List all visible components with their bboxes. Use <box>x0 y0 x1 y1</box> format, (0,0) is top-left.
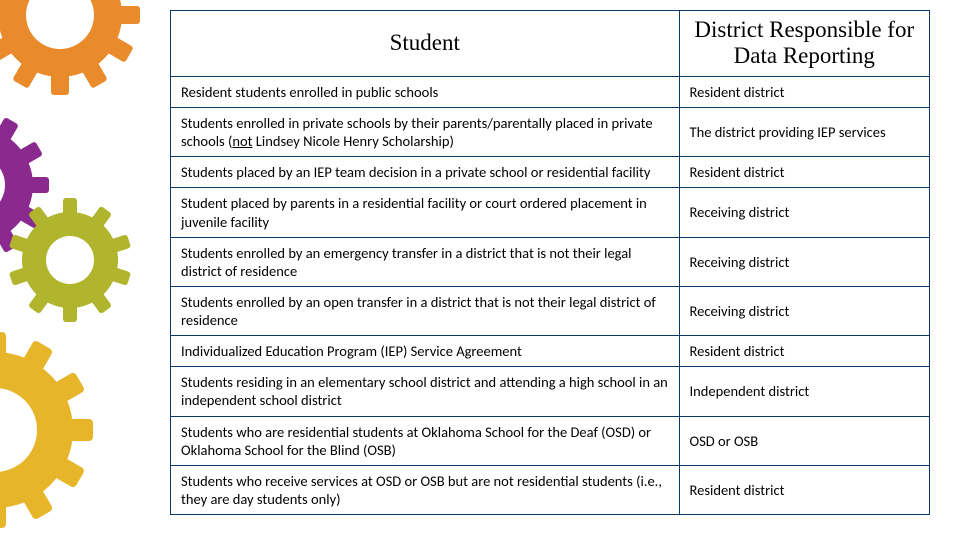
table-row: Students enrolled by an emergency transf… <box>171 237 930 286</box>
cell-district: OSD or OSB <box>679 416 929 465</box>
cell-district: Receiving district <box>679 286 929 335</box>
cell-student: Resident students enrolled in public sch… <box>171 76 680 107</box>
col-header-student: Student <box>171 11 680 77</box>
table-row: Students residing in an elementary schoo… <box>171 367 930 416</box>
col-header-district: District Responsible for Data Reporting <box>679 11 929 77</box>
cell-student: Individualized Education Program (IEP) S… <box>171 336 680 367</box>
cell-student: Students enrolled in private schools by … <box>171 108 680 157</box>
table-row: Students who are residential students at… <box>171 416 930 465</box>
cell-student: Student placed by parents in a residenti… <box>171 188 680 237</box>
cell-student: Students who are residential students at… <box>171 416 680 465</box>
cell-district: Resident district <box>679 336 929 367</box>
cell-district: Resident district <box>679 76 929 107</box>
cell-district: The district providing IEP services <box>679 108 929 157</box>
table-row: Student placed by parents in a residenti… <box>171 188 930 237</box>
cell-district: Resident district <box>679 157 929 188</box>
table-row: Resident students enrolled in public sch… <box>171 76 930 107</box>
table-row: Students who receive services at OSD or … <box>171 465 930 514</box>
table-row: Students placed by an IEP team decision … <box>171 157 930 188</box>
cell-district: Receiving district <box>679 237 929 286</box>
table: Student District Responsible for Data Re… <box>170 10 930 515</box>
table-row: Students enrolled in private schools by … <box>171 108 930 157</box>
cell-student: Students enrolled by an open transfer in… <box>171 286 680 335</box>
cell-district: Resident district <box>679 465 929 514</box>
table-row: Students enrolled by an open transfer in… <box>171 286 930 335</box>
cell-student: Students placed by an IEP team decision … <box>171 157 680 188</box>
table-header-row: Student District Responsible for Data Re… <box>171 11 930 77</box>
cell-student: Students enrolled by an emergency transf… <box>171 237 680 286</box>
cell-district: Independent district <box>679 367 929 416</box>
table-row: Individualized Education Program (IEP) S… <box>171 336 930 367</box>
cell-student: Students who receive services at OSD or … <box>171 465 680 514</box>
reporting-table: Student District Responsible for Data Re… <box>170 10 930 515</box>
cell-student: Students residing in an elementary schoo… <box>171 367 680 416</box>
cell-district: Receiving district <box>679 188 929 237</box>
